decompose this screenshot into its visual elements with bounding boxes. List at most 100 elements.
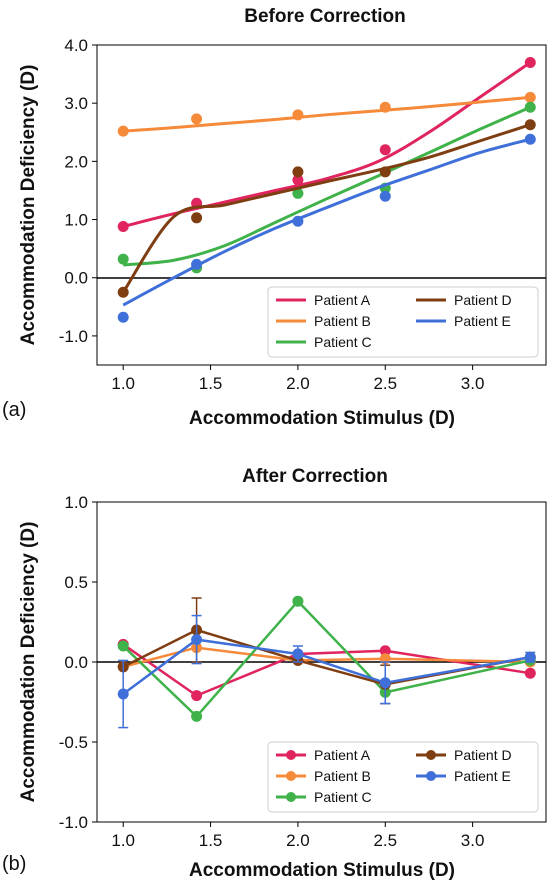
data-point-patient-d bbox=[524, 119, 536, 131]
data-point-patient-b bbox=[524, 91, 536, 103]
series-patient-e bbox=[117, 614, 536, 729]
data-point-patient-e bbox=[292, 215, 304, 227]
data-point-patient-a bbox=[524, 56, 536, 68]
data-point-patient-e bbox=[191, 634, 203, 646]
panel-before-correction: Before Correction 1.0 1.5 2.0 2.5 3.0 -1.0 0.… bbox=[2, 6, 547, 429]
chart-title-a: Before Correction bbox=[244, 6, 406, 27]
x-tick-label: 1.5 bbox=[199, 374, 223, 393]
legend-item-patient-a: Patient A bbox=[276, 292, 371, 308]
data-point-patient-b bbox=[292, 109, 304, 121]
legend-label: Patient E bbox=[454, 768, 511, 784]
y-tick-label: 3.0 bbox=[64, 94, 88, 113]
data-point-patient-e bbox=[117, 311, 129, 323]
legend-label: Patient E bbox=[454, 313, 511, 329]
data-point-patient-c bbox=[117, 253, 129, 265]
legend-item-patient-d: Patient D bbox=[416, 292, 512, 308]
data-point-patient-a bbox=[524, 667, 536, 679]
panel-after-correction: After Correction 1.0 1.5 2.0 2.5 3.0 -1.0 -0.… bbox=[2, 466, 547, 881]
legend-label: Patient D bbox=[454, 747, 512, 763]
y-tick-label: -1.0 bbox=[59, 327, 88, 346]
plot-frame-a bbox=[96, 44, 547, 366]
data-point-patient-d bbox=[292, 166, 304, 178]
x-tick-label: 2.0 bbox=[286, 831, 310, 850]
x-tick-label: 3.0 bbox=[461, 831, 485, 850]
x-axis-label-b: Accommodation Stimulus (D) bbox=[189, 860, 455, 881]
data-point-patient-c bbox=[191, 710, 203, 722]
x-ticks-a: 1.0 1.5 2.0 2.5 3.0 bbox=[111, 365, 484, 393]
y-axis-label-b: Accommodation Deficiency (D) bbox=[18, 522, 39, 803]
fit-curve-patient-e bbox=[122, 137, 531, 307]
series-patient-d bbox=[117, 119, 536, 298]
data-point-patient-c bbox=[292, 187, 304, 199]
data-point-patient-a bbox=[379, 645, 391, 657]
y-tick-label: 4.0 bbox=[64, 36, 88, 55]
legend-a: Patient A Patient B Patient C Patient D Pati… bbox=[267, 286, 539, 358]
legend-item-patient-b: Patient B bbox=[276, 313, 371, 329]
y-tick-label: 0.5 bbox=[64, 573, 88, 592]
y-tick-label: -0.5 bbox=[59, 733, 88, 752]
x-tick-label: 1.5 bbox=[199, 831, 223, 850]
x-ticks-b: 1.0 1.5 2.0 2.5 3.0 bbox=[111, 822, 484, 850]
x-tick-label: 1.0 bbox=[111, 374, 135, 393]
x-tick-label: 3.0 bbox=[461, 374, 485, 393]
legend-item-patient-b: Patient B bbox=[276, 768, 371, 784]
series-patient-a bbox=[117, 638, 536, 702]
fit-curve-patient-b bbox=[123, 95, 531, 133]
data-point-patient-a bbox=[292, 174, 304, 186]
series-patient-e bbox=[117, 133, 536, 323]
data-point-patient-b bbox=[379, 101, 391, 113]
legend-item-patient-c: Patient C bbox=[276, 789, 372, 805]
data-point-patient-e bbox=[292, 648, 304, 660]
x-tick-label: 2.0 bbox=[286, 374, 310, 393]
panel-label-a: (a) bbox=[2, 399, 26, 421]
fit-curve-patient-a bbox=[122, 61, 532, 228]
series-a bbox=[117, 56, 536, 323]
legend-item-patient-e: Patient E bbox=[416, 313, 511, 329]
fit-curve-patient-d bbox=[121, 123, 531, 294]
y-tick-label: 1.0 bbox=[64, 211, 88, 230]
y-tick-label: 1.0 bbox=[64, 493, 88, 512]
legend-label: Patient B bbox=[314, 768, 371, 784]
data-point-patient-b bbox=[191, 113, 203, 125]
data-point-patient-a bbox=[191, 690, 203, 702]
legend-box bbox=[267, 286, 539, 358]
data-point-patient-e bbox=[379, 190, 391, 202]
legend-label: Patient A bbox=[314, 292, 371, 308]
y-axis-label-a: Accommodation Deficiency (D) bbox=[18, 65, 39, 346]
data-point-patient-d bbox=[117, 286, 129, 298]
data-point-patient-d bbox=[191, 212, 203, 224]
legend-label: Patient A bbox=[314, 747, 371, 763]
data-point-patient-c bbox=[524, 101, 536, 113]
legend-label: Patient D bbox=[454, 292, 512, 308]
data-point-patient-e bbox=[524, 133, 536, 145]
legend-marker bbox=[426, 750, 436, 760]
data-point-patient-e bbox=[379, 677, 391, 689]
legend-box bbox=[267, 741, 539, 813]
legend-item-patient-d: Patient D bbox=[416, 747, 512, 763]
x-tick-label: 2.5 bbox=[373, 831, 397, 850]
y-tick-label: 0.0 bbox=[64, 653, 88, 672]
x-tick-label: 1.0 bbox=[111, 831, 135, 850]
series-line-patient-d bbox=[122, 628, 531, 686]
y-ticks-a: -1.0 0.0 1.0 2.0 3.0 4.0 bbox=[59, 36, 97, 346]
y-tick-label: 2.0 bbox=[64, 152, 88, 171]
data-point-patient-e bbox=[117, 688, 129, 700]
legend-label: Patient B bbox=[314, 313, 371, 329]
data-point-patient-e bbox=[524, 651, 536, 663]
chart-title-b: After Correction bbox=[242, 466, 388, 487]
legend-label: Patient C bbox=[314, 789, 372, 805]
series-patient-b bbox=[117, 91, 536, 137]
legend-label: Patient C bbox=[314, 334, 372, 350]
legend-b: Patient A Patient B Patient C Patient D Pati… bbox=[267, 741, 539, 813]
legend-item-patient-a: Patient A bbox=[276, 747, 371, 763]
data-point-patient-c bbox=[292, 595, 304, 607]
x-tick-label: 2.5 bbox=[373, 374, 397, 393]
y-tick-label: -1.0 bbox=[59, 813, 88, 832]
data-point-patient-a bbox=[379, 144, 391, 156]
legend-marker bbox=[286, 771, 296, 781]
data-point-patient-e bbox=[191, 258, 203, 270]
x-axis-label-a: Accommodation Stimulus (D) bbox=[189, 408, 455, 429]
fit-curve-patient-c bbox=[123, 105, 531, 267]
data-point-patient-a bbox=[117, 221, 129, 233]
legend-marker bbox=[286, 750, 296, 760]
